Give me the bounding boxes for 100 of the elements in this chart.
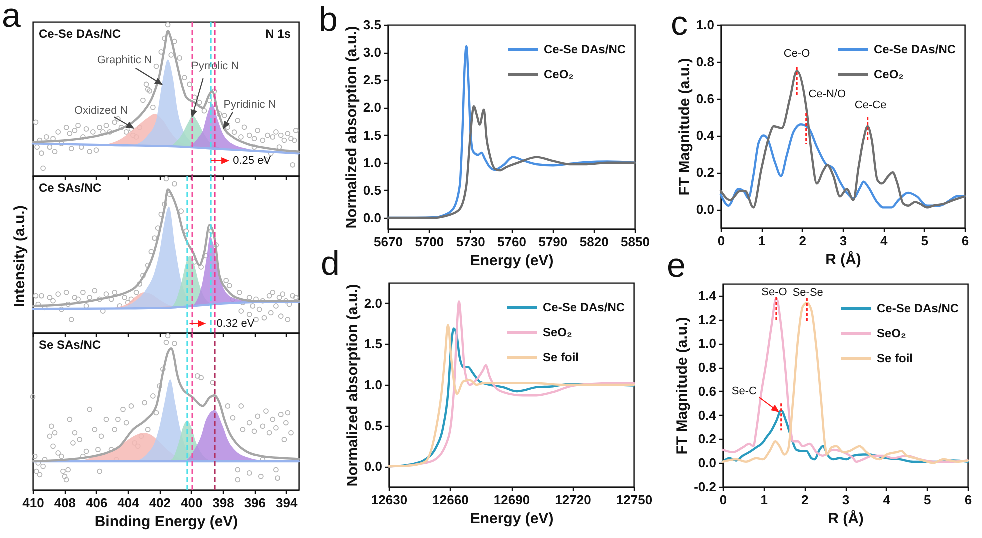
chart-title: b bbox=[319, 1, 338, 39]
x-tick-label: 1 bbox=[760, 492, 768, 508]
y-tick-label: 0.0 bbox=[698, 456, 716, 471]
legend-label: Se foil bbox=[877, 352, 914, 366]
chart-title: d bbox=[321, 245, 340, 283]
legend-label: SeO₂ bbox=[543, 326, 572, 340]
annotation: Oxidized N bbox=[74, 105, 128, 118]
legend-label: Ce-Se DAs/NC bbox=[877, 302, 960, 316]
x-axis-title: Binding Energy (eV) bbox=[94, 514, 238, 530]
x-tick-label: 12750 bbox=[616, 492, 653, 508]
y-tick-label: 1.0 bbox=[696, 18, 714, 32]
x-tick-label: 410 bbox=[22, 496, 44, 510]
annotation: Ce SAs/NC bbox=[39, 181, 102, 195]
x-tick-label: 1 bbox=[758, 234, 766, 248]
y-tick-label: -0.2 bbox=[694, 480, 716, 494]
y-tick-label: 1.2 bbox=[698, 312, 716, 328]
y-tick-label: 0.2 bbox=[696, 165, 714, 180]
x-axis-title: Energy (eV) bbox=[470, 510, 554, 528]
annotation: 0.32 eV bbox=[216, 318, 256, 330]
y-tick-label: 0.6 bbox=[698, 384, 716, 399]
y-tick-label: 1.5 bbox=[363, 128, 382, 143]
x-tick-label: 12720 bbox=[555, 492, 592, 508]
x-tick-label: 12630 bbox=[371, 492, 408, 508]
x-tick-label: 5820 bbox=[580, 234, 609, 250]
y-tick-label: 0.4 bbox=[696, 128, 716, 144]
x-tick-label: 408 bbox=[54, 496, 76, 510]
legend-label: Ce-Se DAs/NC bbox=[874, 42, 956, 56]
x-tick-label: 400 bbox=[180, 496, 203, 510]
legend-label: CeO₂ bbox=[874, 68, 904, 82]
x-tick-label: 5850 bbox=[621, 234, 650, 250]
annotation: Se-C bbox=[732, 386, 757, 398]
annotation: N 1s bbox=[266, 27, 292, 41]
x-axis-title: Energy (eV) bbox=[470, 252, 554, 270]
x-tick-label: 12690 bbox=[494, 492, 530, 508]
y-tick-label: 1.4 bbox=[698, 288, 718, 304]
x-tick-label: 394 bbox=[276, 496, 298, 510]
x-tick-label: 398 bbox=[212, 496, 234, 510]
x-tick-label: 3 bbox=[842, 492, 850, 508]
x-tick-label: 4 bbox=[883, 492, 892, 508]
x-axis-title: R (Å) bbox=[826, 250, 862, 268]
x-tick-label: 402 bbox=[149, 496, 172, 510]
x-tick-label: 5730 bbox=[456, 234, 486, 250]
legend-label: Ce-Se DAs/NC bbox=[544, 42, 626, 56]
x-tick-label: 6 bbox=[962, 234, 970, 248]
annotation: Ce-O bbox=[784, 48, 811, 60]
x-tick-label: 404 bbox=[118, 496, 140, 510]
y-tick-label: 2.0 bbox=[363, 100, 382, 116]
x-tick-label: 5760 bbox=[498, 234, 526, 250]
y-tick-label: 0.5 bbox=[363, 182, 382, 198]
y-tick-label: 0.8 bbox=[698, 360, 716, 376]
y-tick-label: 0.2 bbox=[698, 432, 716, 447]
y-tick-label: 1.0 bbox=[698, 336, 716, 352]
annotation: Se SAs/NC bbox=[39, 338, 102, 352]
chart-title: e bbox=[667, 247, 686, 285]
y-axis-title: Intensity (a.u.) bbox=[12, 206, 28, 308]
legend-label: SeO₂ bbox=[877, 326, 906, 340]
annotation: Pyridinic N bbox=[224, 99, 276, 112]
legend-label: CeO₂ bbox=[544, 68, 574, 82]
x-tick-label: 0 bbox=[718, 234, 726, 248]
y-axis-title: FT Magnitude (a.u.) bbox=[676, 58, 694, 196]
x-tick-label: 6 bbox=[964, 492, 972, 508]
annotation: Pyrrolic N bbox=[191, 60, 240, 73]
y-axis-title: FT Magnitude (a.u.) bbox=[674, 317, 692, 455]
y-axis-title: Normalized absorption (a.u.) bbox=[343, 26, 360, 229]
x-tick-label: 2 bbox=[802, 492, 809, 508]
y-tick-label: 0.0 bbox=[363, 210, 382, 226]
y-tick-label: 2.5 bbox=[363, 72, 382, 88]
y-tick-label: 0.5 bbox=[364, 418, 382, 434]
annotation: Ce-N/O bbox=[808, 88, 846, 100]
x-tick-label: 396 bbox=[244, 496, 266, 510]
y-tick-label: 1.0 bbox=[364, 378, 382, 392]
x-tick-label: 4 bbox=[880, 234, 889, 248]
x-tick-label: 5 bbox=[924, 492, 932, 508]
y-tick-label: 3.0 bbox=[363, 45, 382, 60]
annotation: 0.25 eV bbox=[233, 154, 272, 167]
annotation: Ce-Ce bbox=[854, 100, 887, 112]
annotation: Graphitic N bbox=[97, 54, 152, 66]
x-tick-label: 406 bbox=[86, 496, 108, 510]
y-tick-label: 2.0 bbox=[364, 296, 382, 311]
y-tick-label: 0.4 bbox=[698, 408, 718, 423]
chart-title: a bbox=[2, 0, 21, 35]
x-tick-label: 12660 bbox=[432, 492, 469, 508]
x-tick-label: 3 bbox=[840, 234, 848, 248]
x-tick-label: 0 bbox=[720, 492, 728, 508]
chart-title: c bbox=[671, 5, 688, 43]
x-tick-label: 5700 bbox=[415, 234, 444, 250]
annotation: Ce-Se DAs/NC bbox=[39, 27, 122, 41]
x-tick-label: 5670 bbox=[374, 234, 403, 250]
x-tick-label: 5790 bbox=[538, 234, 568, 250]
x-tick-label: 5 bbox=[921, 234, 928, 248]
annotation: Se-Se bbox=[792, 287, 824, 300]
y-tick-label: 3.5 bbox=[363, 18, 382, 32]
y-tick-label: 0.0 bbox=[696, 202, 714, 218]
y-tick-label: 1.0 bbox=[363, 155, 382, 170]
y-tick-label: 0.0 bbox=[364, 459, 382, 474]
y-tick-label: 0.8 bbox=[696, 54, 714, 70]
y-axis-title: Normalized absorption (a.u.) bbox=[344, 284, 362, 487]
annotation: Se-O bbox=[762, 286, 788, 298]
y-tick-label: 1.5 bbox=[364, 336, 382, 352]
x-tick-label: 2 bbox=[799, 234, 806, 248]
